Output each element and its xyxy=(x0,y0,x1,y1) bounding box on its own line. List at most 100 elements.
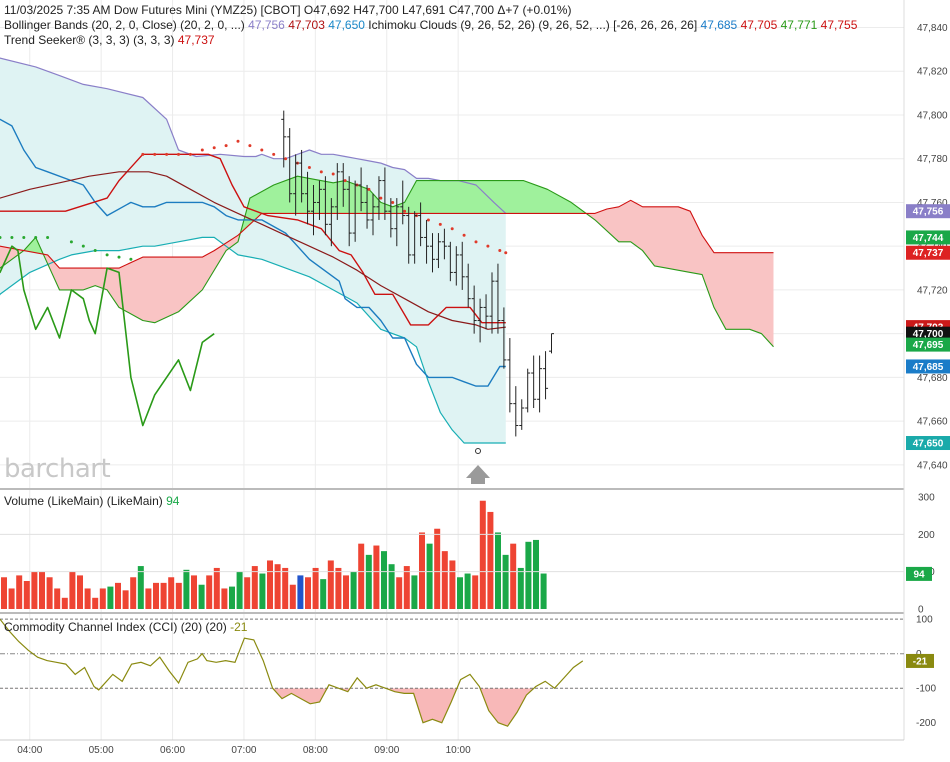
trend-seeker-dot xyxy=(450,227,454,231)
volume-bar xyxy=(533,539,539,609)
volume-bar xyxy=(381,551,387,609)
volume-bar xyxy=(464,573,471,609)
header-ohlc: O47,692 H47,700 L47,691 C47,700 xyxy=(303,3,495,17)
volume-bar xyxy=(320,579,327,609)
ohlc-bar xyxy=(537,355,543,413)
volume-badge-bg xyxy=(906,566,932,581)
volume-bar xyxy=(373,545,380,609)
bollinger-band-fill xyxy=(0,58,506,443)
volume-value: 94 xyxy=(166,494,180,508)
trend-seeker-dot xyxy=(0,235,2,239)
price-badge: 47,700 xyxy=(906,326,950,341)
trend-seeker-dot xyxy=(200,148,204,152)
ohlc-bar xyxy=(322,176,328,236)
cloud-bearish xyxy=(587,200,774,347)
ohlc-bar xyxy=(459,241,465,290)
ichimoku-value-3: 47,771 xyxy=(780,18,818,32)
volume-badge: 94 xyxy=(906,566,932,581)
volume-bar xyxy=(495,532,501,609)
price-badge-bg xyxy=(906,245,950,260)
ohlc-bar xyxy=(287,128,293,203)
volume-bar xyxy=(251,566,258,609)
volume-bar xyxy=(350,571,357,609)
trend-seeker-dot xyxy=(284,157,288,161)
volume-bar xyxy=(130,577,137,609)
ohlc-bar xyxy=(412,211,418,264)
trend-seeker-dot xyxy=(236,139,240,143)
volume-bar xyxy=(229,586,235,609)
up-arrow-icon-shape xyxy=(466,465,490,484)
volume-bar xyxy=(31,571,38,609)
ichimoku-params: (9, 26, 52, ...) xyxy=(538,18,610,32)
volume-bar xyxy=(259,573,266,609)
ohlc-bar xyxy=(483,294,489,330)
cci-badge: -21 xyxy=(906,653,934,668)
price-badge-label: 47,685 xyxy=(913,362,944,373)
volume-bar xyxy=(335,567,342,609)
kijun-sen-line xyxy=(0,153,506,326)
volume-bar xyxy=(274,564,281,609)
ohlc-bar xyxy=(525,368,531,413)
volume-bar xyxy=(540,573,547,609)
trend-seeker-dot xyxy=(93,249,97,253)
price-badge: 47,650 xyxy=(906,436,950,451)
time-tick-label: 06:00 xyxy=(160,745,185,756)
ichimoku-shift: [-26, 26, 26, 26] xyxy=(613,18,698,32)
volume-bar xyxy=(107,586,114,609)
price-badge-label: 47,756 xyxy=(913,207,944,218)
volume-params: (LikeMain) xyxy=(106,494,163,508)
trend-seeker-dot xyxy=(117,255,121,259)
trend-seeker-dot xyxy=(34,235,38,239)
trend-seeker-value: 47,737 xyxy=(177,33,215,47)
bollinger-mid-line xyxy=(0,171,506,330)
ohlc-bar xyxy=(531,355,537,409)
volume-tick-label: 0 xyxy=(918,605,924,616)
trend-seeker-dot xyxy=(367,187,371,191)
price-tick-label: 47,780 xyxy=(917,154,948,165)
volume-bar xyxy=(46,577,53,609)
trend-seeker-dot xyxy=(403,209,407,213)
volume-bar xyxy=(396,577,403,609)
volume-bar xyxy=(8,588,15,609)
volume-bar xyxy=(115,582,121,609)
volume-bar xyxy=(525,541,532,609)
up-arrow-icon xyxy=(466,465,490,484)
trend-seeker-dot xyxy=(22,235,26,239)
ohlc-bar xyxy=(435,233,441,269)
volume-bar xyxy=(183,569,190,609)
cci-oversold-fill xyxy=(96,688,534,727)
trend-seeker-dot xyxy=(188,152,192,156)
bb-lower-value: 47,650 xyxy=(328,18,365,32)
ohlc-bar xyxy=(549,333,554,354)
volume-bar xyxy=(221,588,228,609)
price-tick-label: 47,840 xyxy=(917,23,948,34)
ohlc-bar xyxy=(477,298,483,343)
trend-seeker-dot xyxy=(474,240,478,244)
ohlc-bar xyxy=(281,110,287,168)
trend-seeker-dot xyxy=(81,244,85,248)
ohlc-bar xyxy=(388,198,394,238)
volume-bars xyxy=(1,500,547,609)
ohlc-bar xyxy=(543,351,549,400)
cci-tick-label: -100 xyxy=(916,684,936,695)
ohlc-bar xyxy=(495,263,501,334)
ohlc-bar xyxy=(453,246,459,286)
ohlc-bar xyxy=(293,154,299,216)
cloud-bullish xyxy=(23,237,45,258)
volume-label: Volume (LikeMain) xyxy=(4,494,104,508)
volume-bar xyxy=(411,575,418,609)
trend-seeker-dot xyxy=(141,152,145,156)
volume-bar xyxy=(198,584,205,609)
time-tick-label: 07:00 xyxy=(231,745,256,756)
cci-line xyxy=(0,618,584,727)
volume-bar xyxy=(92,597,99,609)
trend-seeker-dot xyxy=(248,144,252,148)
trend-seeker-dot xyxy=(260,148,264,152)
ohlc-bar xyxy=(501,307,507,369)
volume-bar xyxy=(517,567,524,609)
trend-seeker-dot xyxy=(212,146,216,150)
ohlc-bar xyxy=(364,184,370,229)
trend-seeker-dot xyxy=(498,249,502,253)
